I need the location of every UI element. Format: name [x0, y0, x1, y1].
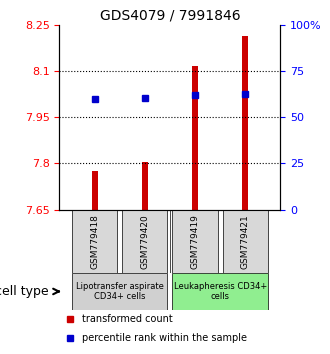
Text: Leukapheresis CD34+
cells: Leukapheresis CD34+ cells: [174, 282, 267, 301]
Title: GDS4079 / 7991846: GDS4079 / 7991846: [100, 8, 240, 22]
Bar: [192, 66, 198, 210]
FancyBboxPatch shape: [223, 210, 268, 273]
FancyBboxPatch shape: [72, 273, 167, 310]
Text: Lipotransfer aspirate
CD34+ cells: Lipotransfer aspirate CD34+ cells: [76, 282, 164, 301]
FancyBboxPatch shape: [122, 210, 167, 273]
Text: GSM779421: GSM779421: [241, 214, 250, 269]
Bar: [242, 35, 248, 210]
FancyBboxPatch shape: [72, 210, 117, 273]
Text: cell type: cell type: [0, 285, 48, 298]
Text: GSM779419: GSM779419: [190, 214, 200, 269]
Bar: [91, 171, 98, 210]
Text: transformed count: transformed count: [82, 314, 172, 324]
FancyBboxPatch shape: [173, 273, 268, 310]
Bar: [142, 162, 148, 210]
Text: GSM779420: GSM779420: [140, 214, 149, 269]
Text: percentile rank within the sample: percentile rank within the sample: [82, 333, 247, 343]
Text: GSM779418: GSM779418: [90, 214, 99, 269]
FancyBboxPatch shape: [173, 210, 218, 273]
